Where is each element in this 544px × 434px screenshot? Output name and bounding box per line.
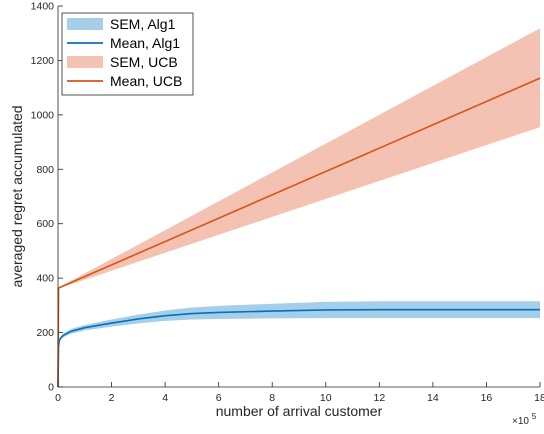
y-axis-label: averaged regret accumulated [9, 105, 25, 287]
y-tick-label: 1200 [31, 55, 55, 67]
x-tick-label: 0 [55, 392, 61, 404]
line-mean-alg1 [57, 308, 540, 388]
y-tick-label: 0 [48, 382, 54, 394]
y-tick-label: 600 [36, 218, 54, 230]
x-axis-label: number of arrival customer [216, 403, 383, 419]
x-exponent-base: ×10 [512, 416, 529, 427]
x-tick-label: 4 [162, 392, 168, 404]
legend-swatch-sem-ucb [67, 56, 103, 68]
x-tick-label: 2 [109, 392, 115, 404]
legend-swatch-sem-alg1 [67, 18, 103, 30]
y-tick-label: 800 [36, 164, 54, 176]
x-exponent-label: ×10 5 [512, 412, 537, 427]
x-tick-label: 16 [481, 392, 493, 404]
legend: SEM, Alg1 Mean, Alg1 SEM, UCB Mean, UCB [61, 12, 194, 96]
x-tick-label: 18 [534, 392, 544, 404]
y-tick-label: 1400 [31, 1, 55, 13]
y-tick-label: 1000 [31, 109, 55, 121]
x-tick-label: 10 [320, 392, 332, 404]
x-tick-label: 8 [269, 392, 275, 404]
x-exponent-power: 5 [532, 412, 537, 421]
x-tick-label: 12 [373, 392, 385, 404]
x-tick-label: 6 [216, 392, 222, 404]
legend-label-mean-alg1: Mean, Alg1 [110, 35, 180, 51]
y-tick-label: 400 [36, 273, 54, 285]
x-tick-label: 14 [427, 392, 439, 404]
legend-label-sem-ucb: SEM, UCB [110, 54, 178, 70]
ticks: 0 2 4 6 8 10 12 14 16 18 0 200 400 600 800 1000 1200 1400 [31, 1, 544, 405]
legend-label-sem-alg1: SEM, Alg1 [110, 16, 176, 32]
legend-label-mean-ucb: Mean, UCB [110, 73, 182, 89]
y-tick-label: 200 [36, 327, 54, 339]
band-sem-ucb [58, 28, 540, 387]
axes [57, 6, 540, 388]
